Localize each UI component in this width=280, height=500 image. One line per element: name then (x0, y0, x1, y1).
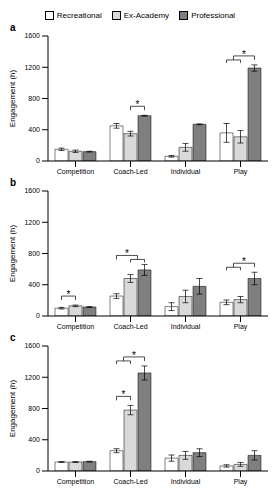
svg-text:1600: 1600 (24, 187, 40, 194)
html-text:c: c (10, 332, 16, 343)
svg-text:1200: 1200 (24, 219, 40, 226)
svg-text:Coach-Led: Coach-Led (113, 168, 147, 175)
svg-text:0: 0 (36, 467, 40, 474)
svg-text:1600: 1600 (24, 342, 40, 349)
svg-text:*: * (242, 49, 246, 60)
svg-text:Play: Play (234, 323, 248, 331)
svg-text:*: * (125, 248, 129, 259)
svg-text:*: * (136, 99, 140, 110)
svg-text:800: 800 (28, 95, 40, 102)
html-text:Professional: Professional (191, 10, 236, 20)
svg-text:Individual: Individual (171, 168, 201, 175)
svg-text:0: 0 (36, 157, 40, 164)
svg-text:*: * (132, 350, 136, 361)
svg-text:0: 0 (36, 312, 40, 319)
svg-text:Play: Play (234, 478, 248, 486)
svg-text:Coach-Led: Coach-Led (113, 478, 147, 485)
svg-text:Play: Play (234, 168, 248, 176)
html-text:a: a (10, 22, 16, 33)
svg-text:Engagement (h): Engagement (h) (8, 69, 17, 127)
svg-text:800: 800 (28, 405, 40, 412)
svg-text:Individual: Individual (171, 478, 201, 485)
html-text:Ex-Academy: Ex-Academy (123, 10, 170, 20)
svg-text:Individual: Individual (171, 323, 201, 330)
svg-text:Engagement (h): Engagement (h) (8, 379, 17, 437)
html-text:Recreational: Recreational (56, 10, 102, 20)
svg-text:Engagement (h): Engagement (h) (8, 224, 17, 282)
svg-text:400: 400 (28, 281, 40, 288)
svg-text:*: * (122, 389, 126, 400)
svg-text:Competition: Competition (57, 478, 94, 486)
svg-text:Competition: Competition (57, 323, 94, 331)
svg-text:*: * (242, 256, 246, 267)
svg-text:800: 800 (28, 250, 40, 257)
svg-text:Coach-Led: Coach-Led (113, 323, 147, 330)
svg-text:1200: 1200 (24, 374, 40, 381)
html-text:b: b (10, 177, 17, 188)
svg-text:400: 400 (28, 126, 40, 133)
svg-text:*: * (67, 289, 71, 300)
svg-text:1600: 1600 (24, 32, 40, 39)
svg-text:1200: 1200 (24, 64, 40, 71)
svg-text:400: 400 (28, 436, 40, 443)
svg-text:Competition: Competition (57, 168, 94, 176)
